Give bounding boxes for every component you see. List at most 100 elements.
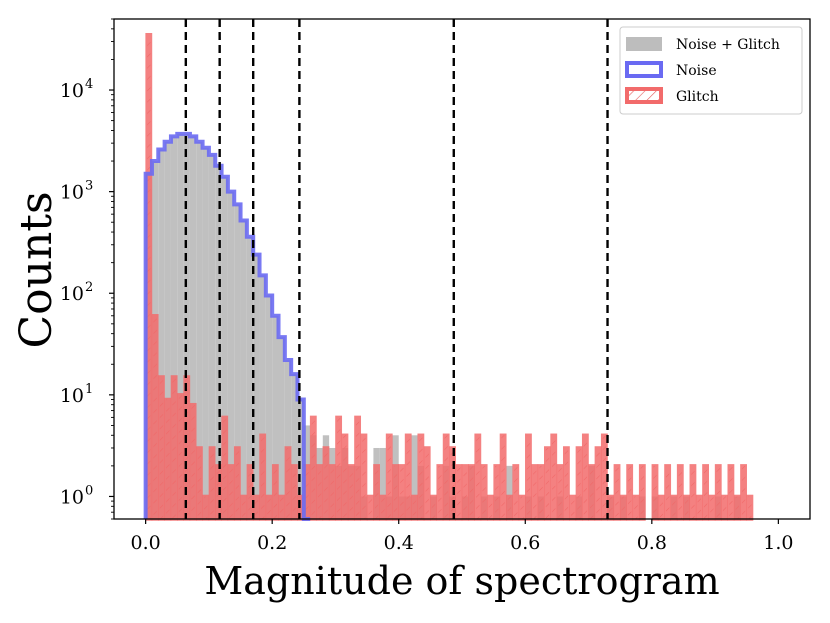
bar-glitch-31 — [341, 433, 349, 521]
bar-glitch-92 — [733, 494, 741, 521]
bar-noise-plus-glitch-7 — [189, 136, 197, 519]
y-axis-label: Counts — [11, 191, 62, 348]
bar-glitch-91 — [727, 464, 735, 521]
bar-glitch-57 — [506, 494, 513, 521]
bar-glitch-65 — [556, 464, 564, 521]
bar-noise-plus-glitch-20 — [272, 315, 279, 519]
bar-glitch-89 — [714, 464, 722, 521]
bar-noise-plus-glitch-3 — [164, 141, 171, 520]
legend: Noise + Glitch Noise Glitch — [619, 26, 803, 115]
y-tick-label-1: 10 — [60, 385, 84, 407]
legend-swatch-glitch — [625, 87, 663, 104]
bar-glitch-8 — [196, 446, 203, 521]
y-tick-exponent-1: 1 — [85, 382, 93, 397]
bar-glitch-3 — [164, 397, 172, 521]
bar-glitch-44 — [423, 446, 431, 521]
bar-glitch-55 — [493, 464, 501, 521]
legend-label-noise: Noise — [676, 63, 717, 79]
bar-glitch-69 — [581, 433, 589, 521]
bar-glitch-13 — [227, 464, 235, 521]
bar-glitch-94 — [746, 494, 754, 521]
bar-glitch-9 — [202, 494, 210, 521]
bar-glitch-51 — [468, 464, 475, 521]
bar-noise-plus-glitch-23 — [291, 374, 298, 519]
bar-glitch-85 — [689, 464, 697, 521]
bar-noise-plus-glitch-36 — [379, 447, 387, 519]
bar-noise-plus-glitch-14 — [234, 204, 241, 519]
bar-noise-plus-glitch-24 — [297, 399, 304, 519]
bar-noise-plus-glitch-13 — [227, 191, 235, 519]
y-tick-label-4: 10 — [60, 80, 84, 102]
bar-glitch-73 — [607, 494, 615, 521]
bar-glitch-48 — [449, 446, 456, 521]
bar-glitch-50 — [461, 464, 469, 521]
bar-glitch-75 — [619, 494, 627, 521]
bar-glitch-33 — [354, 415, 362, 521]
bar-glitch-61 — [531, 464, 539, 521]
y-tick-label-2: 10 — [60, 283, 84, 305]
bar-glitch-36 — [373, 464, 380, 521]
bar-glitch-26 — [309, 415, 317, 521]
bar-glitch-39 — [392, 464, 399, 521]
bar-noise-plus-glitch-50 — [506, 465, 513, 519]
series-noise — [143, 131, 311, 521]
bar-noise-plus-glitch-11 — [215, 165, 222, 519]
bar-glitch-2 — [158, 375, 165, 521]
bar-glitch-49 — [455, 464, 463, 521]
x-tick-label-5: 1.0 — [763, 532, 793, 554]
bar-glitch-21 — [278, 494, 286, 521]
y-tick-exponent-3: 3 — [85, 179, 93, 194]
bar-glitch-10 — [208, 446, 216, 521]
bar-glitch-4 — [170, 375, 178, 521]
bar-glitch-67 — [569, 494, 577, 521]
plot-frame — [113, 18, 811, 520]
bar-glitch-68 — [575, 446, 583, 521]
bar-glitch-70 — [588, 464, 596, 521]
bar-noise-plus-glitch-10 — [208, 154, 216, 519]
x-tick-label-4: 0.8 — [637, 532, 667, 554]
legend-swatch-noise-plus-glitch — [626, 37, 662, 51]
bar-glitch-23 — [290, 464, 298, 521]
step-line-noise — [143, 131, 311, 521]
bar-glitch-22 — [284, 446, 292, 521]
bar-glitch-14 — [233, 446, 241, 521]
bar-glitch-83 — [676, 464, 684, 521]
bar-glitch-90 — [721, 494, 728, 521]
bar-glitch-60 — [525, 433, 532, 521]
bar-glitch-7 — [189, 402, 197, 521]
bar-glitch-56 — [499, 433, 507, 521]
bar-glitch-37 — [379, 494, 387, 521]
bar-glitch-66 — [562, 446, 570, 521]
bar-glitch-5 — [177, 393, 184, 521]
x-tick-label-3: 0.6 — [510, 532, 540, 554]
bar-glitch-40 — [398, 464, 406, 521]
bar-noise-plus-glitch-41 — [411, 435, 418, 519]
bar-glitch-27 — [316, 464, 324, 521]
bar-glitch-54 — [487, 494, 494, 521]
legend-box — [619, 26, 803, 115]
x-tick-label-2: 0.4 — [384, 532, 414, 554]
bar-glitch-74 — [613, 464, 621, 521]
bar-noise-plus-glitch-22 — [284, 360, 292, 519]
bar-noise-plus-glitch-17 — [253, 254, 260, 520]
bar-glitch-15 — [240, 494, 248, 521]
bar-glitch-77 — [632, 494, 640, 521]
y-tick-exponent-0: 0 — [85, 483, 93, 498]
bar-glitch-42 — [411, 494, 418, 521]
bar-noise-plus-glitch-16 — [246, 236, 254, 519]
bar-glitch-35 — [366, 494, 374, 521]
bar-glitch-76 — [626, 464, 634, 521]
bar-noise-plus-glitch-4 — [170, 136, 178, 519]
y-tick-exponent-4: 4 — [85, 77, 93, 92]
bar-glitch-28 — [322, 446, 330, 521]
x-axis-label: Magnitude of spectrogram — [204, 559, 719, 603]
legend-swatch-noise — [625, 61, 663, 78]
bar-glitch-12 — [221, 415, 229, 521]
bar-noise-plus-glitch-5 — [177, 133, 184, 519]
bar-glitch-62 — [537, 464, 545, 521]
bar-noise-plus-glitch-19 — [265, 295, 273, 519]
bar-glitch-88 — [708, 494, 716, 521]
bar-glitch-84 — [683, 494, 691, 521]
